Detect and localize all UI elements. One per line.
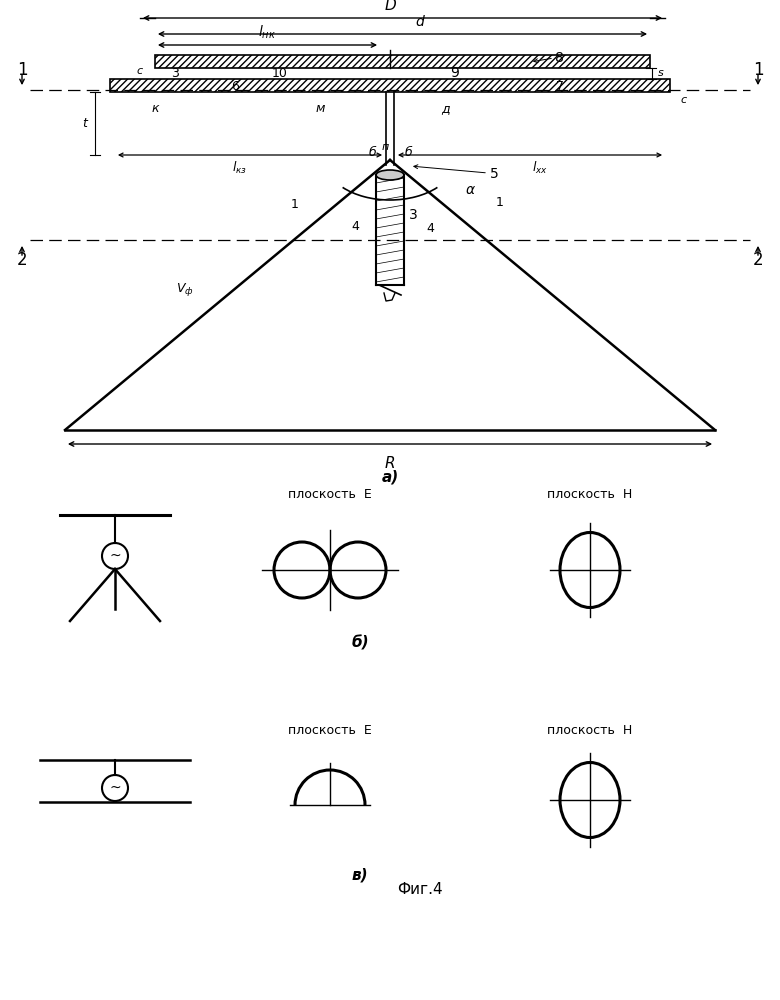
Text: 1: 1 [496, 196, 504, 210]
Text: 6: 6 [231, 81, 239, 94]
Circle shape [102, 543, 128, 569]
Text: б: б [404, 146, 412, 159]
Text: м: м [315, 102, 324, 115]
Text: s: s [658, 68, 664, 79]
Bar [155, 55, 650, 68]
Text: 2: 2 [753, 251, 764, 269]
Text: α: α [466, 183, 474, 197]
Text: 1: 1 [753, 61, 764, 79]
Text: 3: 3 [171, 67, 179, 80]
Text: D: D [384, 0, 396, 13]
Text: д: д [441, 102, 449, 115]
Text: в): в) [352, 868, 368, 883]
Text: c: c [680, 95, 686, 105]
Text: 3: 3 [409, 208, 418, 222]
Text: Фиг.4: Фиг.4 [397, 882, 443, 897]
Text: плоскость  Н: плоскость Н [548, 724, 633, 736]
Text: а): а) [381, 470, 399, 485]
Text: ~: ~ [109, 781, 121, 795]
Bar [110, 79, 670, 92]
Text: ~: ~ [109, 549, 121, 563]
Text: 8: 8 [555, 51, 564, 65]
Text: б): б) [351, 635, 369, 650]
Text: c: c [136, 66, 143, 77]
Text: 7: 7 [556, 81, 564, 94]
Text: 1: 1 [291, 198, 299, 212]
Text: $V_{ф}$: $V_{ф}$ [176, 282, 194, 298]
Text: $l_{нк}$: $l_{нк}$ [258, 24, 277, 41]
Text: 1: 1 [16, 61, 27, 79]
Text: к: к [151, 102, 159, 115]
Text: плоскость  Е: плоскость Е [288, 724, 372, 736]
Text: 10: 10 [272, 67, 288, 80]
Ellipse shape [376, 170, 404, 180]
Text: 4: 4 [426, 222, 434, 234]
Text: R: R [385, 456, 395, 471]
Text: $l_{кз}$: $l_{кз}$ [232, 160, 247, 176]
Text: t: t [82, 117, 87, 130]
Text: плоскость  Е: плоскость Е [288, 488, 372, 502]
Text: d: d [416, 15, 424, 29]
Circle shape [102, 775, 128, 801]
Text: $l_{хх}$: $l_{хх}$ [532, 160, 548, 176]
Text: 9: 9 [450, 66, 459, 80]
Text: п: п [381, 142, 388, 152]
Text: 4: 4 [351, 221, 359, 233]
Text: плоскость  Н: плоскость Н [548, 488, 633, 502]
Text: 2: 2 [16, 251, 27, 269]
Text: 5: 5 [490, 167, 498, 181]
Text: б: б [368, 146, 376, 159]
